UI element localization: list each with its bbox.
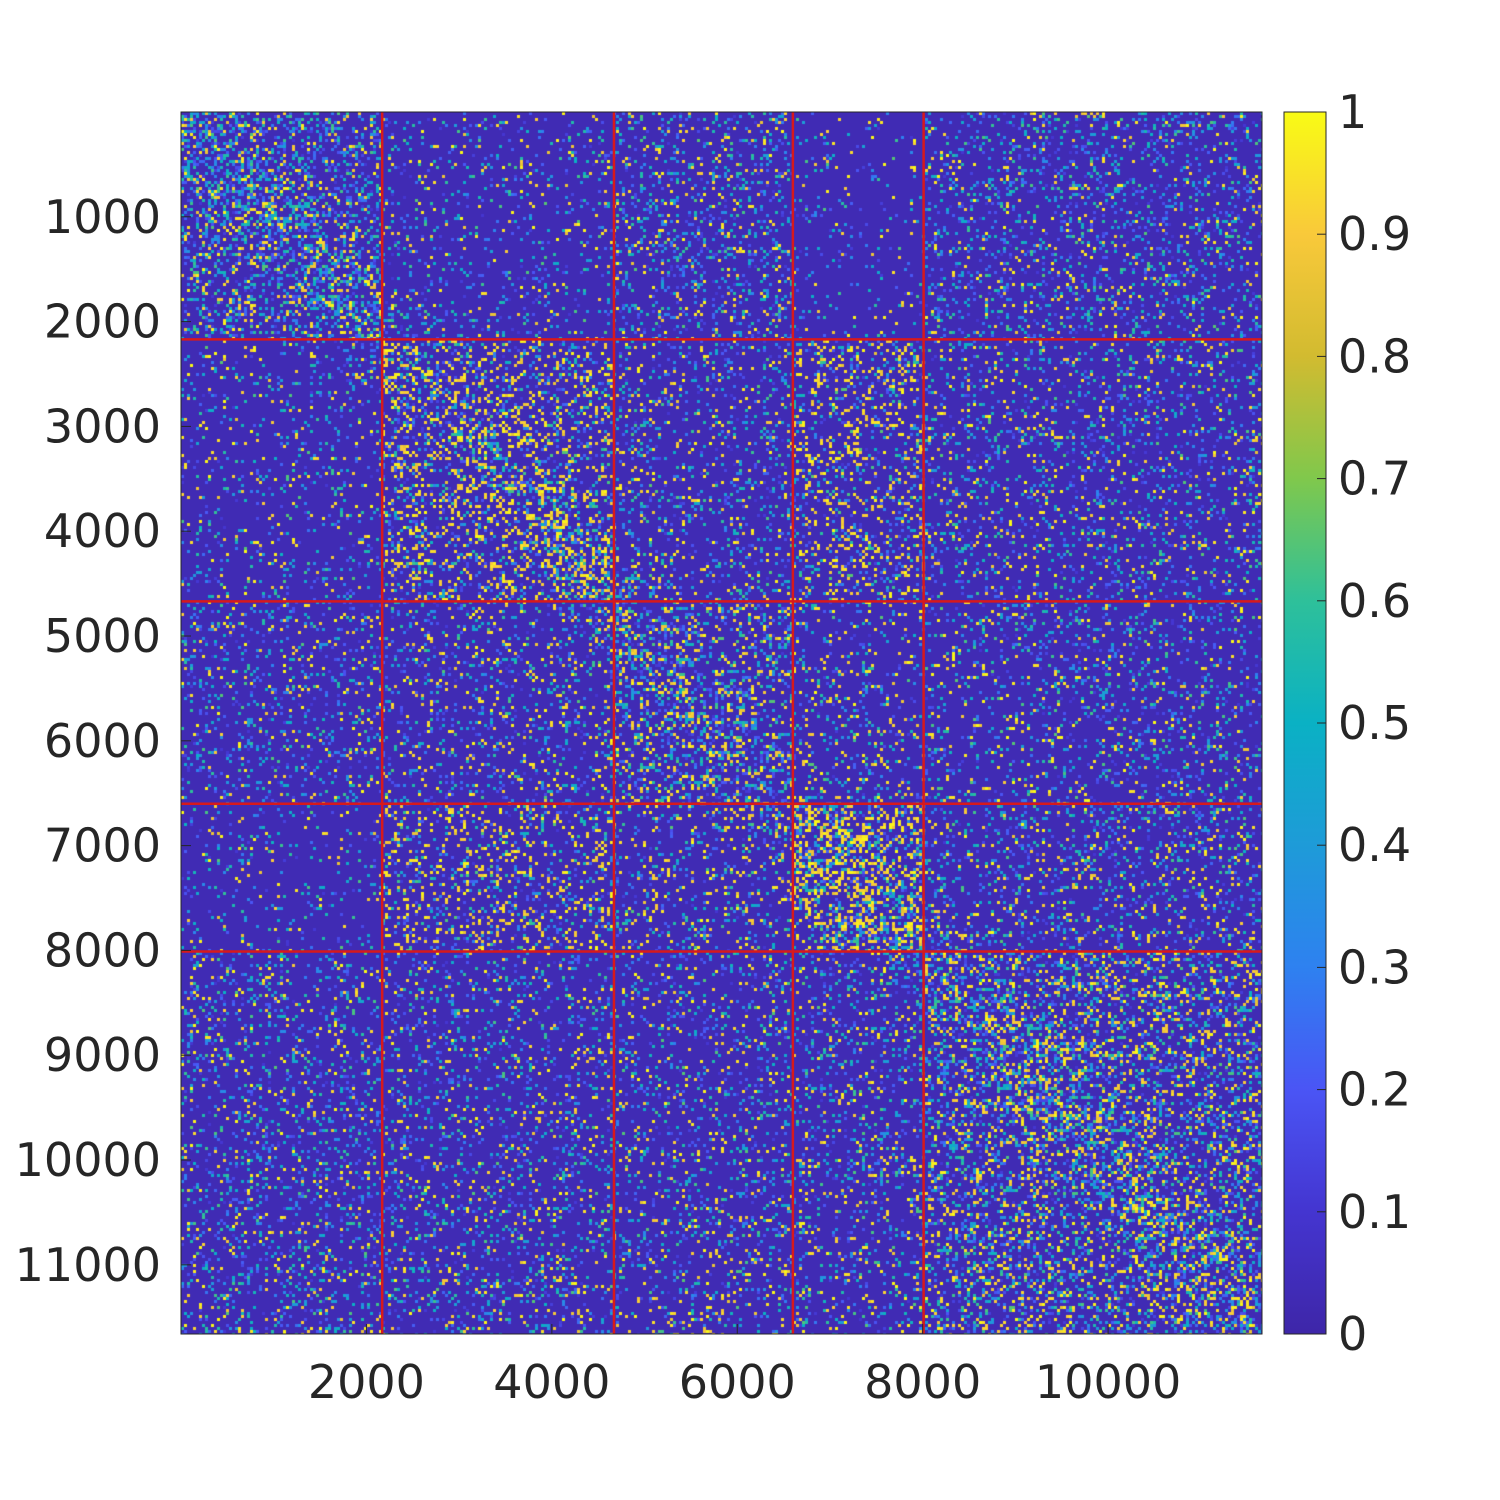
x-tick-label: 8000 <box>864 1355 981 1409</box>
y-tick-label: 2000 <box>44 295 161 349</box>
y-tick-label: 11000 <box>15 1238 161 1292</box>
x-tick-label: 4000 <box>493 1355 610 1409</box>
x-tick-label: 2000 <box>308 1355 425 1409</box>
colorbar-tick-label: 0.7 <box>1338 452 1411 506</box>
colorbar-axis: 0 0.1 0.2 0.3 0.4 0.5 0.6 0.7 0.8 0.9 1 <box>1317 85 1411 1361</box>
y-tick-label: 10000 <box>15 1133 161 1187</box>
colorbar-tick-label: 0.2 <box>1338 1063 1411 1117</box>
colorbar-tick-label: 0.3 <box>1338 940 1411 994</box>
y-tick-label: 4000 <box>44 504 161 558</box>
x-axis: 2000 4000 6000 8000 10000 <box>308 1324 1181 1409</box>
y-tick-label: 8000 <box>44 923 161 977</box>
y-tick-label: 3000 <box>44 399 161 453</box>
colorbar-tick-label: 0.4 <box>1338 818 1411 872</box>
y-tick-label: 6000 <box>44 714 161 768</box>
y-axis: 1000 2000 3000 4000 5000 6000 7000 8000 9000 1000… <box>15 190 191 1292</box>
colorbar-tick-label: 0.6 <box>1338 574 1411 628</box>
y-tick-label: 5000 <box>44 609 161 663</box>
block-boundary-lines <box>181 112 1262 1334</box>
y-tick-label: 7000 <box>44 819 161 873</box>
colorbar-tick-label: 0.8 <box>1338 329 1411 383</box>
heatmap-image <box>181 112 1262 1334</box>
x-tick-label: 10000 <box>1035 1355 1181 1409</box>
colorbar-tick-label: 1 <box>1338 85 1367 139</box>
y-tick-label: 1000 <box>44 190 161 244</box>
x-tick-label: 6000 <box>679 1355 796 1409</box>
colorbar-tick-label: 0 <box>1338 1307 1367 1361</box>
colorbar-tick-label: 0.1 <box>1338 1185 1411 1239</box>
y-tick-label: 9000 <box>44 1028 161 1082</box>
colorbar-tick-label: 0.5 <box>1338 696 1411 750</box>
colorbar-tick-label: 0.9 <box>1338 207 1411 261</box>
plot-frame <box>180 111 1263 1335</box>
